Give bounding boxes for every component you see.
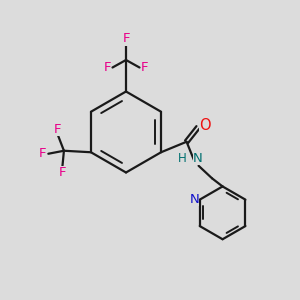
Text: O: O [199,118,210,133]
Text: N: N [193,152,202,165]
Text: N: N [189,193,199,206]
Text: F: F [141,61,148,74]
Text: F: F [59,166,66,179]
Text: F: F [104,61,111,74]
Text: H: H [178,152,187,165]
Text: F: F [54,123,62,136]
Text: F: F [39,147,47,160]
Text: F: F [122,32,130,46]
